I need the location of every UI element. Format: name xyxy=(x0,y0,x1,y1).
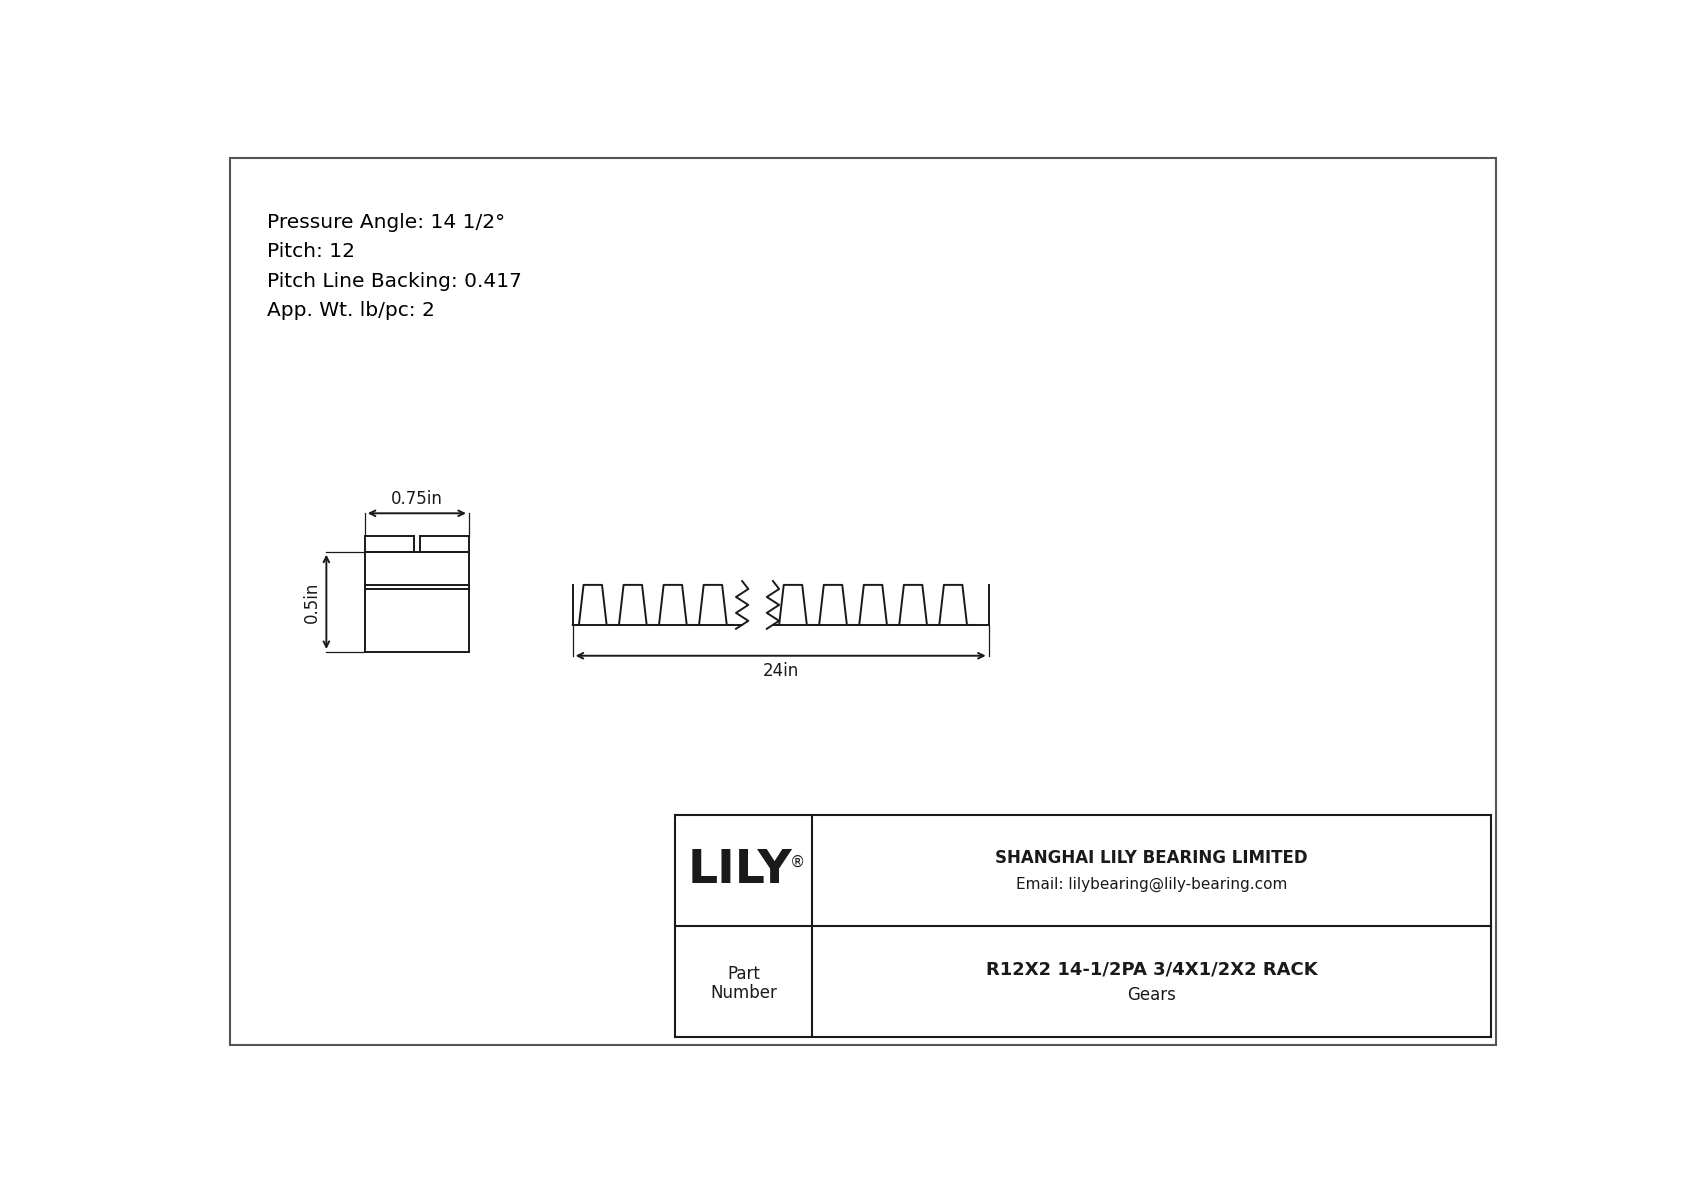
Text: 24in: 24in xyxy=(763,662,798,680)
Text: ®: ® xyxy=(790,855,805,871)
Text: Part: Part xyxy=(727,965,759,983)
Text: Pitch: 12: Pitch: 12 xyxy=(268,242,355,261)
Text: Pitch Line Backing: 0.417: Pitch Line Backing: 0.417 xyxy=(268,272,522,291)
Text: LILY: LILY xyxy=(687,848,791,893)
Text: Email: lilybearing@lily-bearing.com: Email: lilybearing@lily-bearing.com xyxy=(1015,877,1288,892)
Text: SHANGHAI LILY BEARING LIMITED: SHANGHAI LILY BEARING LIMITED xyxy=(995,849,1308,867)
Text: 0.5in: 0.5in xyxy=(303,581,322,623)
Text: App. Wt. lb/pc: 2: App. Wt. lb/pc: 2 xyxy=(268,301,434,319)
Text: Gears: Gears xyxy=(1127,986,1175,1004)
Text: R12X2 14-1/2PA 3/4X1/2X2 RACK: R12X2 14-1/2PA 3/4X1/2X2 RACK xyxy=(987,960,1317,978)
Text: 0.75in: 0.75in xyxy=(391,490,443,507)
Text: Number: Number xyxy=(711,984,776,1002)
Text: Pressure Angle: 14 1/2°: Pressure Angle: 14 1/2° xyxy=(268,213,505,232)
